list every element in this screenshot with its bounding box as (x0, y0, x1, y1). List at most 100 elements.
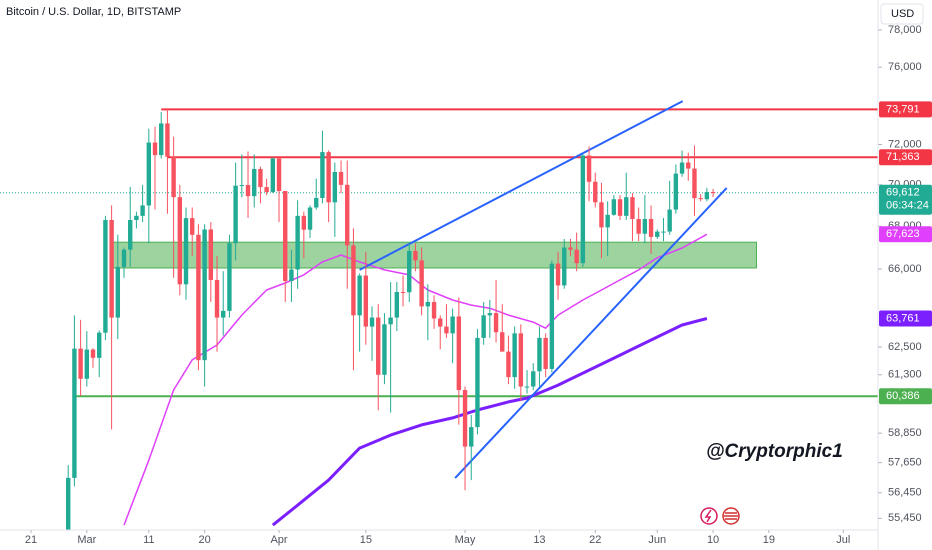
trendline (359, 100, 684, 271)
candle-body (270, 158, 276, 193)
candle-body (487, 313, 493, 316)
ma-tag (879, 226, 932, 243)
candle-body (679, 162, 685, 174)
candle-body (245, 185, 251, 197)
countdown: 06:34:24 (886, 200, 929, 212)
candle-body (673, 173, 679, 210)
candle-body (555, 263, 561, 286)
x-tick-label: 15 (360, 534, 372, 546)
candle-body (611, 199, 617, 215)
candle-body (692, 168, 697, 199)
candle-body (413, 250, 418, 261)
level-tag-label: 73,791 (886, 103, 920, 115)
candle-body (264, 187, 269, 193)
candle-body (115, 266, 121, 318)
candle-body (363, 275, 369, 327)
x-tick-label: 13 (533, 534, 545, 546)
candle-body (605, 214, 610, 228)
candle-body (289, 269, 294, 282)
candle-body (586, 155, 592, 182)
y-tick-label: 72,000 (888, 138, 922, 150)
last-price-label: 69,612 (886, 187, 920, 199)
candle-body (593, 181, 598, 203)
candle-body (326, 152, 331, 203)
ma-tag (879, 310, 932, 327)
candle-body (636, 218, 641, 234)
candle-body (661, 231, 666, 233)
x-tick-label: 10 (707, 534, 719, 546)
candle-body (177, 197, 183, 285)
candle-body (549, 263, 555, 369)
candle-body (165, 123, 170, 157)
candle-body (128, 220, 133, 250)
candle-body (667, 209, 672, 232)
candle-body (171, 156, 176, 198)
candle-body (84, 349, 90, 379)
candle-body (283, 190, 288, 282)
candle-body (121, 249, 127, 267)
candle-body (537, 337, 542, 372)
candle-body (97, 332, 102, 358)
candle-body (543, 337, 548, 369)
x-tick-label: 11 (143, 534, 154, 546)
candle-body (568, 247, 573, 250)
x-tick-label: May (455, 534, 476, 546)
ma-tag-label: 63,761 (886, 312, 920, 324)
y-tick-label: 55,450 (888, 512, 922, 524)
candle-body (183, 218, 189, 285)
candle-body (394, 292, 400, 318)
candle-body (518, 333, 524, 387)
candle-body (109, 220, 114, 318)
candle-body (710, 192, 716, 194)
level-tag-label: 60,386 (886, 390, 920, 402)
chart-title: Bitcoin / U.S. Dollar, 1D, BITSTAMP (6, 6, 181, 18)
candle-body (630, 197, 635, 219)
candle-body (655, 231, 660, 237)
candle-body (524, 386, 530, 388)
candle-body (202, 229, 207, 361)
plot-area (0, 100, 878, 530)
candle-body (239, 185, 245, 187)
x-tick-label: Apr (270, 534, 287, 546)
candle-body (642, 218, 648, 234)
x-tick-label: 19 (763, 534, 775, 546)
candle-body (103, 220, 108, 333)
candle-body (425, 301, 431, 307)
candle-body (301, 215, 307, 230)
candle-body (599, 202, 604, 228)
candle-body (159, 123, 164, 156)
x-tick-label: Mar (77, 534, 96, 546)
level-tag (879, 101, 932, 118)
candle-body (295, 215, 300, 270)
y-tick-label: 57,650 (888, 457, 922, 469)
candle-body (686, 162, 691, 169)
candle-body (338, 172, 344, 185)
candle-body (351, 245, 356, 316)
level-tag (879, 149, 932, 166)
candle-body (648, 218, 654, 237)
candle-body (140, 205, 145, 216)
level-tag (879, 388, 932, 405)
candle-body (134, 215, 139, 221)
candle-body (493, 313, 499, 333)
ma-tag-label: 67,623 (886, 228, 920, 240)
last-price-tag (879, 184, 932, 215)
trendline (454, 187, 728, 479)
candle-body (345, 184, 350, 246)
candle-body (562, 247, 567, 286)
candle-body (152, 142, 158, 156)
candle-body (307, 207, 313, 230)
y-tick-label: 78,000 (888, 24, 922, 36)
candle-body (196, 234, 201, 361)
candle-body (78, 348, 83, 379)
candle-body (233, 185, 238, 244)
x-tick-label: 22 (589, 534, 601, 546)
x-tick-label: 21 (25, 534, 37, 546)
candle-body (320, 152, 325, 198)
currency[interactable]: USD (891, 8, 914, 20)
y-tick-label: 62,500 (888, 341, 922, 353)
y-tick-label: 58,850 (888, 427, 922, 439)
candle-body (475, 337, 480, 428)
currency-box[interactable] (880, 3, 924, 25)
candle-body (469, 427, 474, 447)
